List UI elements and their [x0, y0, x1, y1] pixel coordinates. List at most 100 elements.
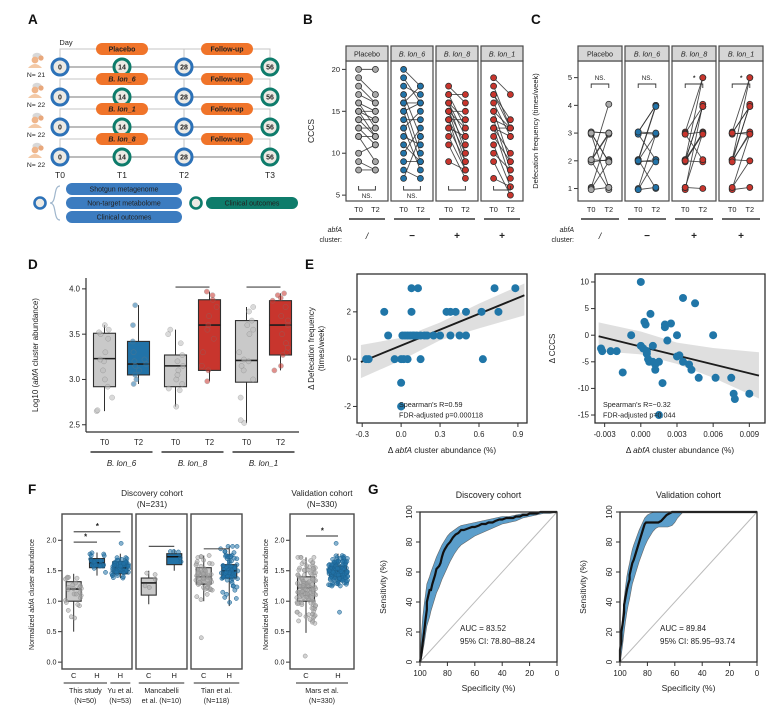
panel-f-label: F [28, 482, 37, 497]
svg-text:-15: -15 [578, 411, 590, 420]
svg-text:0.0: 0.0 [275, 658, 285, 667]
svg-text:0.3: 0.3 [435, 430, 446, 439]
svg-text:NS.: NS. [362, 193, 373, 200]
svg-text:C: C [201, 671, 207, 680]
timepoint-circle [112, 147, 132, 167]
data-point [730, 395, 739, 404]
cohort-panel: C H H * * This study(N=50) Yu et al.(N=53) [61, 513, 133, 705]
data-point [727, 373, 736, 382]
followup-pill: Follow-up [201, 43, 253, 55]
data-point [675, 351, 684, 360]
data-point [598, 347, 607, 356]
svg-text:Spearman's R=0.59: Spearman's R=0.59 [399, 400, 463, 409]
svg-text:Normalized abfA cluster abunda: Normalized abfA cluster abundance [29, 539, 36, 650]
svg-text:Δ abfA cluster abundance (%): Δ abfA cluster abundance (%) [388, 446, 497, 455]
timepoint-circle [50, 57, 70, 77]
regression-line [360, 294, 525, 363]
svg-text:T0: T0 [100, 438, 110, 447]
svg-text:Clinical outcomes: Clinical outcomes [97, 215, 152, 222]
svg-text:Discovery cohort: Discovery cohort [456, 490, 522, 500]
data-point [654, 411, 663, 420]
svg-text:Tian et al.: Tian et al. [201, 686, 232, 695]
data-point [446, 331, 455, 340]
confidence-band [360, 283, 525, 379]
svg-text:Follow-up: Follow-up [210, 47, 243, 54]
svg-text:Day: Day [59, 38, 73, 47]
data-point [663, 336, 672, 345]
svg-text:T2: T2 [134, 438, 143, 447]
svg-text:(N=53): (N=53) [109, 696, 131, 705]
svg-text:Non-target metabolome: Non-target metabolome [87, 201, 161, 208]
facet-b--lon-1: B. lon_1 * T0 T2 + [718, 45, 764, 242]
svg-text:1.0: 1.0 [275, 597, 285, 606]
data-point [672, 331, 681, 340]
svg-text:cluster:: cluster: [319, 237, 342, 244]
data-point [654, 357, 663, 366]
svg-text:Validation cohort: Validation cohort [656, 490, 721, 500]
svg-text:Clinical outcomes: Clinical outcomes [225, 201, 280, 208]
data-point [709, 331, 718, 340]
design-row: N= 22 B. lon_8 Follow-up 0 14 28 56 [27, 133, 280, 169]
svg-text:40: 40 [698, 669, 707, 678]
timepoint-circle [260, 117, 280, 137]
svg-text:Shotgun metagenome: Shotgun metagenome [90, 187, 159, 194]
svg-text:This study: This study [69, 686, 102, 695]
svg-text:Follow-up: Follow-up [210, 77, 243, 84]
svg-text:0: 0 [755, 669, 760, 678]
svg-text:Follow-up: Follow-up [210, 107, 243, 114]
svg-text:Yu et al.: Yu et al. [107, 686, 133, 695]
svg-text:80: 80 [405, 537, 414, 546]
cohort-panel: C H * Mars et al.(N=330) [289, 513, 355, 705]
cohort-boxplots: Normalized abfA cluster abundance 0.0 0.5 1… [29, 488, 355, 705]
svg-text:NS.: NS. [407, 193, 418, 200]
svg-text:H: H [118, 671, 123, 680]
svg-text:AUC = 83.52: AUC = 83.52 [460, 624, 507, 633]
timepoint-circle [174, 87, 194, 107]
svg-text:C: C [303, 671, 309, 680]
svg-text:0: 0 [58, 65, 62, 72]
svg-text:5: 5 [336, 191, 340, 200]
svg-text:Defecation frequency (times/we: Defecation frequency (times/week) [531, 73, 540, 189]
data-point [423, 331, 432, 340]
svg-text:100: 100 [605, 505, 614, 519]
data-point [648, 341, 657, 350]
svg-text:B. lon_6: B. lon_6 [399, 50, 425, 59]
svg-text:(N=231): (N=231) [137, 499, 167, 509]
svg-text:Follow-up: Follow-up [210, 137, 243, 144]
abfa-abundance-boxplot: Log10 (abfA cluster abundance) 2.5 3.0 3.5 4… [31, 278, 299, 468]
svg-text:0: 0 [405, 659, 414, 664]
svg-text:T0: T0 [399, 205, 408, 214]
svg-text:Sensitivity (%): Sensitivity (%) [578, 560, 588, 614]
followup-pill: Follow-up [201, 73, 253, 85]
data-point [407, 307, 416, 316]
svg-text:2: 2 [568, 156, 572, 165]
elderly-person-icon [28, 52, 44, 68]
facet-placebo: Placebo NS. T0 T2 / [345, 45, 389, 241]
cccs-paired-line-chart: CCCS 5 10 15 20 Placebo NS. T0 T2 / B. lon_6 NS. T0 T… [306, 45, 524, 244]
panel-g-label: G [368, 482, 379, 497]
design-legend: Shotgun metagenome Non-target metabolome C… [33, 183, 298, 223]
data-point [666, 319, 675, 328]
treatment-pill: B. lon_6 [96, 73, 148, 85]
followup-pill: Follow-up [201, 133, 253, 145]
data-point [660, 320, 669, 329]
chance-diagonal [619, 511, 758, 663]
svg-text:-0.003: -0.003 [594, 430, 616, 439]
data-point [397, 378, 406, 387]
svg-text:3: 3 [568, 129, 572, 138]
svg-text:T0: T0 [728, 205, 737, 214]
svg-text:T2: T2 [416, 205, 425, 214]
chance-diagonal [419, 511, 558, 663]
roc-confidence-band [419, 511, 558, 663]
svg-text:80: 80 [443, 669, 452, 678]
svg-text:B. lon_8: B. lon_8 [178, 459, 208, 468]
defecation-paired-line-chart: Defecation frequency (times/week) 1 2 3 4 5 Pl… [531, 45, 764, 244]
svg-text:(N=330): (N=330) [309, 696, 335, 705]
data-point [451, 307, 460, 316]
svg-text:14: 14 [118, 125, 126, 132]
facet-b--lon-6: B. lon_6 NS. T0 T2 − [390, 45, 434, 242]
svg-text:10: 10 [580, 278, 589, 287]
svg-text:0: 0 [585, 331, 590, 340]
validation-roc-curve: Validation cohort 100 80 60 40 20 0 0 20 40 60 80 10… [578, 490, 760, 693]
svg-text:B. lon_1: B. lon_1 [489, 50, 515, 59]
